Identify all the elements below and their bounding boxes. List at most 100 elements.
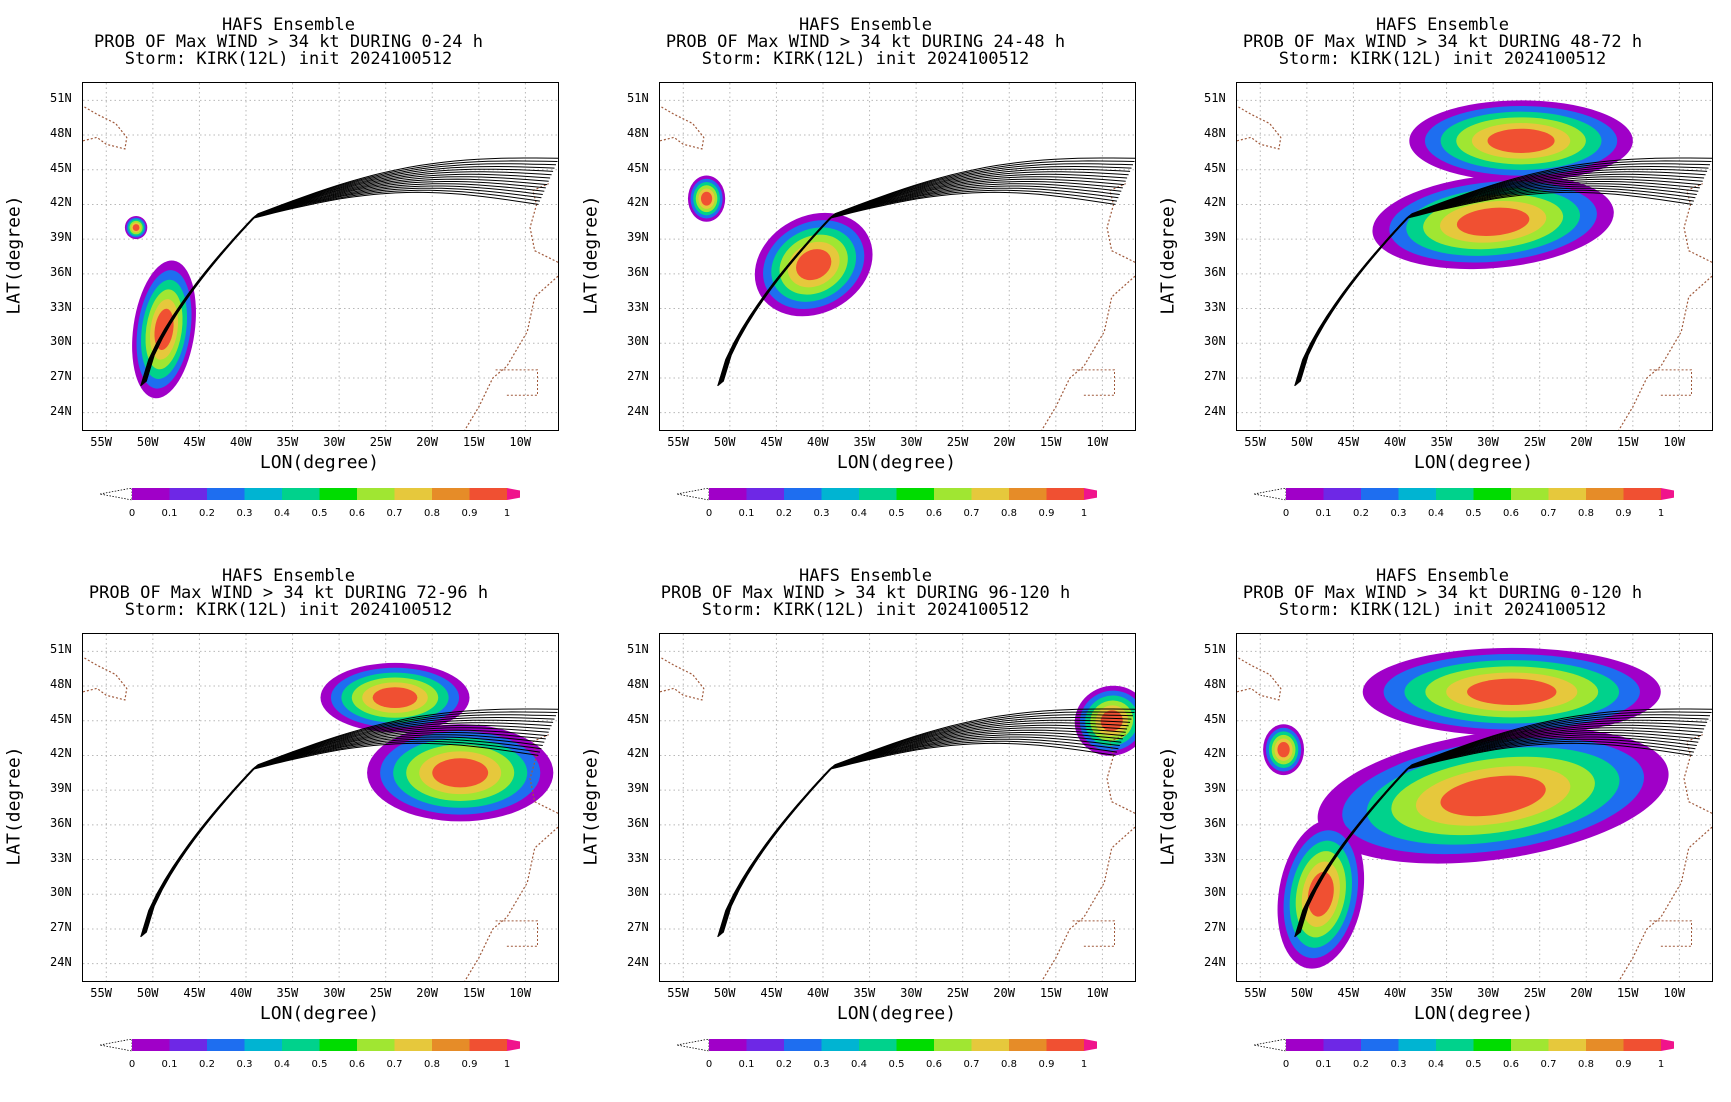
lat-tick-label: 27N — [1204, 919, 1226, 934]
lon-tick-label: 45W — [760, 986, 783, 1000]
colorbar-under-arrow — [1254, 488, 1287, 501]
lon-tick-label: 45W — [1337, 986, 1360, 1000]
coastline — [1106, 183, 1135, 263]
colorbar-swatch — [357, 488, 395, 500]
lon-tick-label: 15W — [1039, 435, 1062, 449]
lon-tick-label: 55W — [667, 986, 689, 1000]
forecast-panel: HAFS Ensemble PROB OF Max WIND > 34 kt DU… — [0, 0, 577, 551]
probability-contour — [700, 191, 713, 206]
colorbar-label: 0.4 — [1428, 1059, 1444, 1070]
colorbar-label: 0.4 — [851, 508, 867, 519]
colorbar-label: 0.8 — [1578, 1059, 1594, 1070]
panel-title-storm: Storm: KIRK(12L) init 2024100512 — [124, 49, 453, 69]
colorbar-label: 0.2 — [199, 1059, 215, 1070]
ensemble-track — [145, 157, 558, 382]
ensemble-track — [722, 708, 1135, 933]
ensemble-track — [721, 716, 1132, 934]
colorbar-swatch — [1473, 1039, 1511, 1051]
lat-tick-label: 30N — [627, 334, 649, 349]
lon-tick-label: 20W — [1570, 986, 1592, 1000]
ensemble-track — [718, 734, 1122, 936]
x-axis-label: LON(degree) — [836, 1003, 957, 1024]
lat-tick-label: 51N — [50, 91, 72, 106]
colorbar-swatch — [1046, 488, 1084, 500]
colorbar-swatch — [207, 1039, 245, 1051]
colorbar-label: 0.7 — [387, 1059, 403, 1070]
panel-title-model: HAFS Ensemble — [1375, 15, 1510, 35]
map-svg — [83, 634, 558, 981]
lat-tick-label: 45N — [627, 711, 649, 726]
lon-tick-label: 35W — [1430, 986, 1453, 1000]
lon-tick-label: 40W — [229, 435, 252, 449]
lat-tick-label: 42N — [1204, 746, 1226, 761]
lat-tick-label: 36N — [627, 264, 649, 279]
colorbar-swatch — [971, 488, 1009, 500]
lat-tick-label: 27N — [627, 368, 649, 383]
y-axis-label: LAT(degree) — [580, 746, 602, 866]
colorbar-swatch — [1398, 1039, 1436, 1051]
colorbar-label: 0.8 — [424, 1059, 440, 1070]
panel-title-storm: Storm: KIRK(12L) init 2024100512 — [1278, 600, 1607, 620]
colorbar-under-arrow — [677, 1039, 710, 1052]
lat-tick-label: 51N — [1204, 91, 1226, 106]
ensemble-track — [720, 722, 1129, 935]
colorbar-label: 0.2 — [776, 1059, 792, 1070]
lat-tick-label: 42N — [627, 746, 649, 761]
lat-tick-label: 27N — [50, 919, 72, 934]
panel-title-probability: PROB OF Max WIND > 34 kt DURING 24-48 h — [665, 32, 1066, 52]
panel-title-model: HAFS Ensemble — [221, 566, 356, 586]
country-border — [1649, 920, 1693, 947]
lat-tick-label: 48N — [627, 126, 649, 141]
coastline — [1041, 275, 1135, 430]
colorbar-label: 0.9 — [1616, 508, 1632, 519]
colorbar-swatch — [394, 1039, 432, 1051]
colorbar-swatch — [859, 1039, 897, 1051]
colorbar-label: 0.3 — [237, 508, 253, 519]
lon-tick-label: 10W — [509, 435, 532, 449]
colorbar: 0 0.1 0.2 0.3 0.4 0.5 0.6 0.7 0.8 0.9 1 — [1254, 488, 1674, 519]
colorbar-swatch — [1436, 488, 1474, 500]
colorbar-label: 0.1 — [1316, 1059, 1332, 1070]
forecast-panel: HAFS Ensemble PROB OF Max WIND > 34 kt DU… — [0, 551, 577, 1102]
lon-tick-label: 10W — [1086, 435, 1109, 449]
colorbar-swatch — [469, 1039, 507, 1051]
lon-tick-label: 30W — [323, 986, 345, 1000]
lat-tick-label: 48N — [50, 677, 72, 692]
lon-tick-label: 15W — [1039, 986, 1062, 1000]
colorbar-over-arrow — [1661, 1039, 1674, 1051]
colorbar-swatch — [896, 1039, 934, 1051]
colorbar-swatch — [469, 488, 507, 500]
colorbar-label: 0.5 — [1466, 508, 1482, 519]
lat-tick-label: 24N — [627, 954, 649, 969]
map-plot-area — [659, 633, 1136, 982]
lat-tick-label: 30N — [627, 885, 649, 900]
forecast-panel: HAFS Ensemble PROB OF Max WIND > 34 kt DU… — [577, 551, 1154, 1102]
lat-tick-label: 30N — [1204, 885, 1226, 900]
colorbar-swatch — [244, 1039, 282, 1051]
lon-tick-label: 50W — [136, 986, 159, 1000]
lon-tick-label: 35W — [276, 435, 299, 449]
lon-tick-label: 55W — [1244, 435, 1266, 449]
coastline — [1618, 275, 1712, 430]
probability-contour — [1307, 871, 1334, 917]
forecast-panel: HAFS Ensemble PROB OF Max WIND > 34 kt DU… — [1154, 551, 1731, 1102]
colorbar-swatch — [1361, 488, 1399, 500]
lat-tick-label: 45N — [50, 711, 72, 726]
map-plot-area — [659, 82, 1136, 431]
lon-tick-label: 25W — [1523, 986, 1546, 1000]
lat-tick-label: 45N — [627, 160, 649, 175]
lon-tick-label: 25W — [946, 435, 969, 449]
map-svg — [1237, 634, 1712, 981]
lon-tick-label: 55W — [667, 435, 689, 449]
colorbar-label: 0.5 — [312, 508, 328, 519]
panel-title-probability: PROB OF Max WIND > 34 kt DURING 48-72 h — [1242, 32, 1643, 52]
map-plot-area — [1236, 82, 1713, 431]
lat-tick-label: 42N — [627, 195, 649, 210]
colorbar-swatch — [934, 1039, 972, 1051]
lon-tick-label: 55W — [1244, 986, 1266, 1000]
lat-tick-label: 36N — [627, 815, 649, 830]
ensemble-track — [1299, 157, 1712, 382]
ensemble-track — [719, 732, 1123, 936]
colorbar-label: 1 — [504, 1059, 510, 1070]
lon-tick-label: 40W — [229, 986, 252, 1000]
